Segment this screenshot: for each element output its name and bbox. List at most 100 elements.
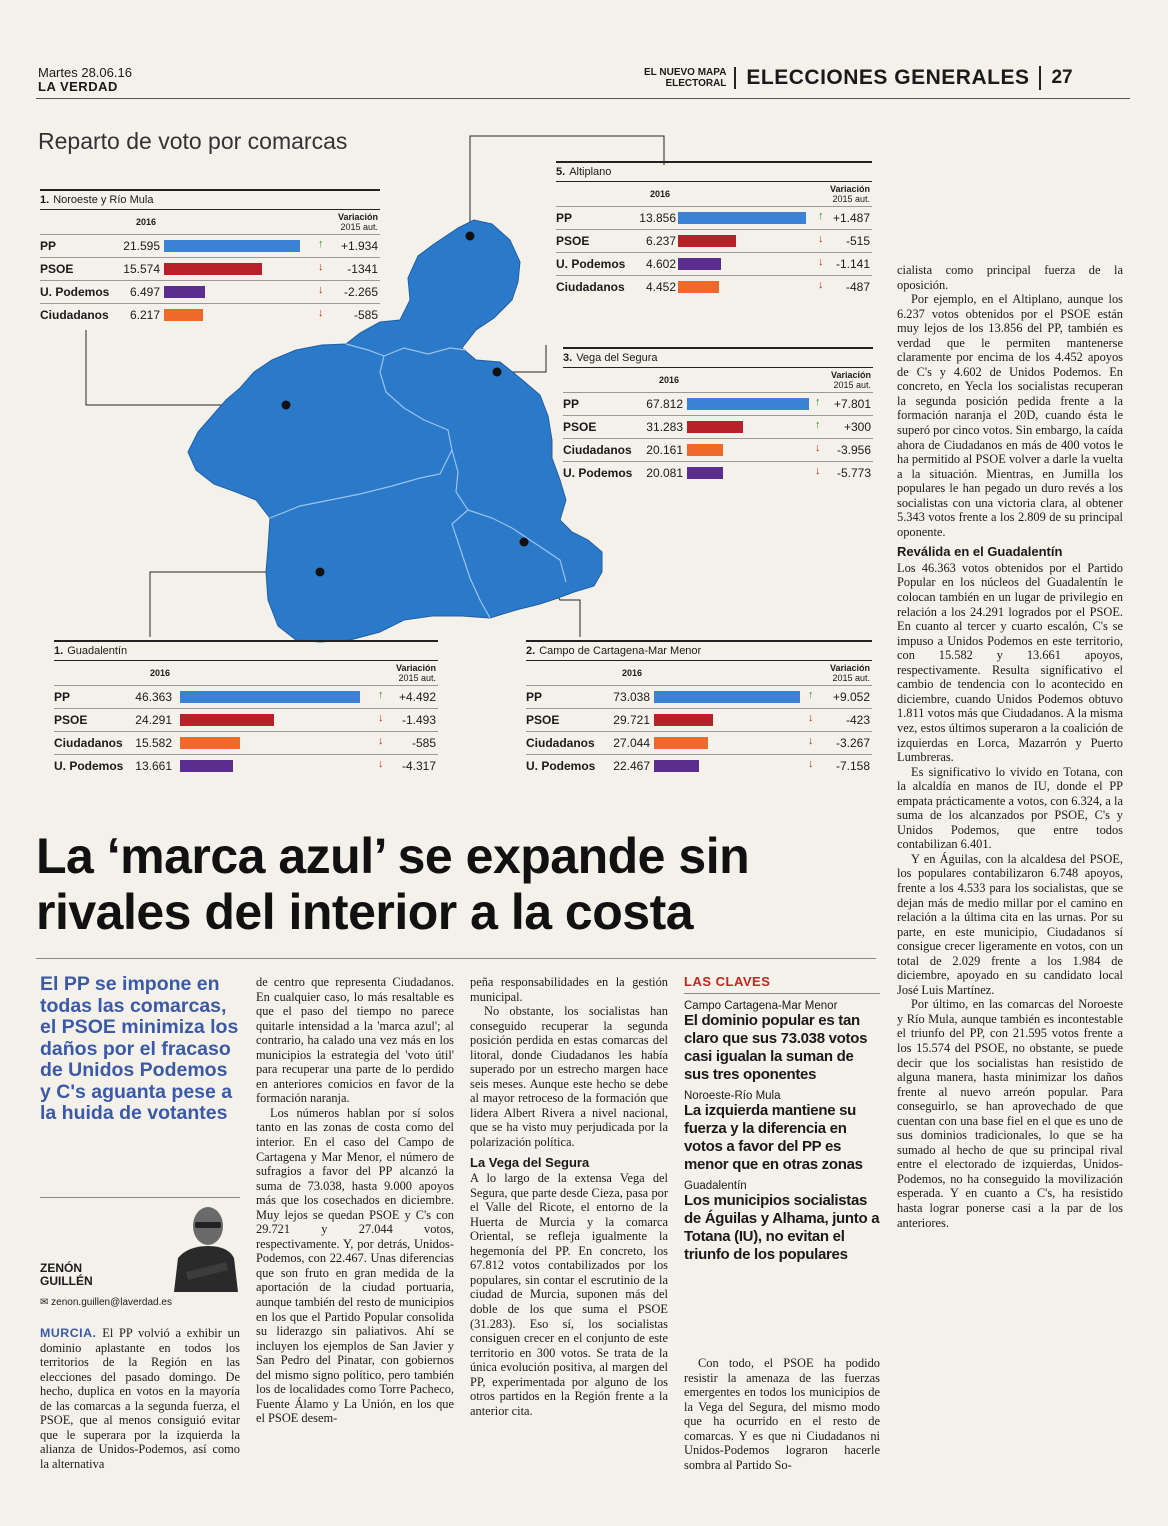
paragraph: Los 46.363 votos obtenidos por el Partid… [897,560,1123,765]
party-name: PP [54,690,71,704]
results-box-cartagena: 2. Campo de Cartagena-Mar Menor 2016 Variac… [526,640,872,777]
article-column-3: peña responsabilidades en la gestión mun… [470,975,668,1418]
header-rule [36,98,1130,99]
results-box-guadalentin: 1. Guadalentín 2016 Variación 2015 aut. PP 46.… [54,640,438,777]
vote-bar [687,444,723,456]
vote-bar [678,258,721,270]
party-votes: 67.812 [646,397,683,411]
vote-bar [678,212,806,224]
email-text: zenon.guillen@laverdad.es [51,1297,172,1308]
party-variation: +9.052 [832,690,870,704]
party-name: PP [563,397,580,411]
arrow-up-icon: ↑ [378,689,384,701]
party-votes: 27.044 [613,736,650,750]
variation-sub: 2015 aut. [340,222,378,232]
arrow-up-icon: ↑ [318,238,324,250]
box-name: Noroeste y Río Mula [53,194,154,206]
map-connector-lines [85,135,665,637]
arrow-down-icon: ↓ [378,712,384,724]
variation-title: Variación [829,663,870,673]
vote-bar [687,398,809,410]
article-column-4: Con todo, el PSOE ha podido resistir la … [684,1356,880,1472]
arrow-down-icon: ↓ [378,758,384,770]
party-variation: -515 [845,234,870,248]
author-name: ZENÓN GUILLÉN [40,1262,93,1288]
section-subheading: Reválida en el Guadalentín [897,544,1063,560]
vote-bar [654,714,713,726]
paragraph: cialista como principal fuerza de la opo… [897,263,1123,292]
year-label: 2016 [659,375,680,385]
connector-altiplano [469,135,665,236]
vote-bar [164,240,300,252]
arrow-down-icon: ↓ [815,465,821,477]
author-email[interactable]: ✉ zenon.guillen@laverdad.es [40,1297,172,1308]
party-variation: +300 [843,420,871,434]
mail-icon: ✉ [40,1297,49,1308]
tag-line-2: ELECTORAL [665,78,727,89]
subheadline: El PP se impone en todas las comarcas, e… [40,973,239,1124]
party-name: Ciudadanos [526,736,595,750]
connector-vega [497,345,547,373]
key-point-text: La izquierda mantiene su fuerza y la dif… [684,1102,863,1173]
party-variation: +7.801 [833,397,871,411]
party-variation: -1341 [347,262,378,276]
arrow-down-icon: ↓ [818,279,824,291]
comarca-boundaries [269,343,567,619]
box-number: 5. [556,166,566,178]
party-variation: -1.493 [401,713,436,727]
author-photo [168,1200,240,1292]
arrow-down-icon: ↓ [318,307,324,319]
box-name: Guadalentín [67,645,128,657]
variation-title: Variación [829,184,870,194]
murcia-region-shape [187,219,603,643]
box-title: 1. Noroeste y Río Mula [40,189,380,210]
page-number: 27 [1051,67,1073,88]
arrow-down-icon: ↓ [808,712,814,724]
party-name: PSOE [54,713,88,727]
region-map [85,135,665,643]
party-votes: 6.237 [645,234,676,248]
vote-bar [164,263,262,275]
marker-noroeste [281,400,291,410]
results-box-altiplano: 5. Altiplano 2016 Variación 2015 aut. PP 13.85… [556,161,872,298]
paragraph: de centro que representa Ciudadanos. En … [256,975,454,1106]
party-row: PSOE 24.291 ↓ -1.493 [54,708,438,731]
year-label: 2016 [622,668,643,678]
section-header: EL NUEVO MAPA ELECTORAL ELECCIONES GENER… [644,62,1073,94]
party-variation: -2.265 [343,285,378,299]
arrow-up-icon: ↑ [815,419,821,431]
paragraph: Por ejemplo, en el Altiplano, aunque los… [897,292,1123,539]
party-row: U. Podemos 6.497 ↓ -2.265 [40,280,380,303]
box-column-headers: 2016 Variación 2015 aut. [54,661,438,685]
key-points-title: LAS CLAVES [684,974,880,994]
headline-rule [36,958,876,959]
box-title: 5. Altiplano [556,161,872,182]
tag-line-1: EL NUEVO MAPA [644,67,727,78]
date-text: Martes 28.06.16 [38,65,132,80]
party-variation: -585 [411,736,436,750]
key-point-label: Guadalentín [684,1180,747,1192]
marker-guadalentin [315,567,325,577]
vote-bar [654,737,708,749]
vote-bar [164,309,203,321]
year-label: 2016 [150,668,171,678]
party-votes: 20.081 [646,466,683,480]
vote-bar [678,281,719,293]
page-date: Martes 28.06.16 LA VERDAD [38,66,132,94]
key-point-label: Campo Cartagena-Mar Menor [684,1000,838,1012]
results-box-vega-segura: 3. Vega del Segura 2016 Variación 2015 aut. P… [563,347,873,484]
paragraph: peña responsabilidades en la gestión mun… [470,975,668,1004]
party-votes: 22.467 [613,759,650,773]
article-column-5: cialista como principal fuerza de la opo… [897,263,1123,1230]
party-variation: -4.317 [401,759,436,773]
paragraph: Y en Águilas, con la alcaldesa del PSOE,… [897,851,1123,997]
arrow-down-icon: ↓ [378,735,384,747]
party-row: PSOE 31.283 ↑ +300 [563,415,873,438]
party-name: U. Podemos [54,759,124,773]
box-name: Vega del Segura [576,352,658,364]
party-variation: -1.141 [835,257,870,271]
key-point: Guadalentín Los municipios socialistas d… [684,1180,880,1264]
party-row: PP 21.595 ↑ +1.934 [40,234,380,257]
headline-line-2: rivales del interior a la costa [36,884,694,940]
party-name: PSOE [556,234,590,248]
